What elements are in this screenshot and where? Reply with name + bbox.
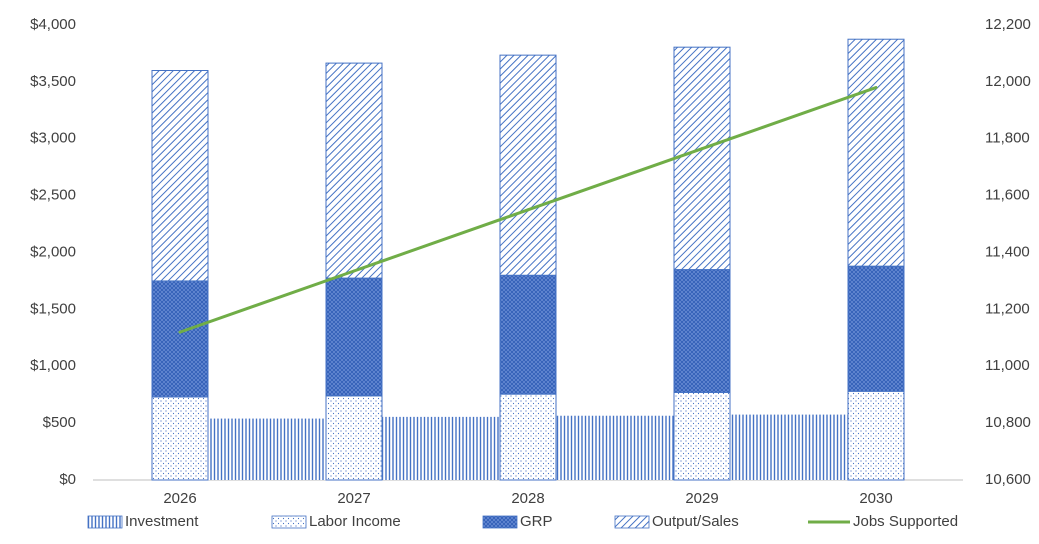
bar: [673, 391, 731, 481]
bar: [556, 415, 674, 480]
legend-label: Labor Income: [309, 513, 401, 530]
y2-tick-label: 12,000: [985, 73, 1031, 90]
y-tick-label: $2,000: [30, 243, 76, 260]
bar: [847, 38, 905, 267]
y-tick-label: $0: [59, 471, 76, 488]
y2-tick-label: 11,800: [985, 130, 1030, 147]
y-tick-label: $1,000: [30, 357, 76, 374]
bar: [847, 390, 905, 481]
bar: [325, 62, 383, 279]
line-segment: [178, 269, 356, 334]
bar: [673, 46, 731, 271]
x-tick-label: 2029: [685, 490, 718, 507]
legend-swatch: [482, 515, 518, 529]
line-segment: [700, 86, 878, 151]
y-tick-label: $3,500: [30, 73, 76, 90]
y-tick-label: $3,000: [30, 130, 76, 147]
legend-swatch: [87, 515, 123, 529]
legend-swatch: [271, 515, 307, 529]
bar: [499, 274, 557, 395]
legend-swatch: [614, 515, 650, 529]
bar: [499, 393, 557, 481]
x-tick-label: 2030: [859, 490, 892, 507]
x-tick-label: 2026: [163, 490, 196, 507]
y-tick-label: $500: [43, 414, 76, 431]
y2-tick-label: 11,200: [985, 300, 1030, 317]
bar: [151, 70, 209, 282]
bar: [151, 280, 209, 398]
y-tick-label: $4,000: [30, 16, 76, 33]
y2-tick-label: 11,000: [985, 357, 1030, 374]
line-segment: [526, 147, 704, 212]
legend-label: Jobs Supported: [853, 513, 958, 530]
y2-tick-label: 10,800: [985, 414, 1031, 431]
bar: [208, 418, 326, 480]
bar: [673, 269, 731, 393]
bar: [382, 416, 500, 480]
bar: [151, 396, 209, 481]
y-tick-label: $2,500: [30, 187, 76, 204]
legend-label: Output/Sales: [652, 513, 739, 530]
legend-label: GRP: [520, 513, 553, 530]
y-tick-label: $1,500: [30, 300, 76, 317]
bar: [847, 265, 905, 392]
y2-tick-label: 11,600: [985, 187, 1030, 204]
bar: [325, 395, 383, 481]
legend-label: Investment: [125, 513, 199, 530]
y2-tick-label: 12,200: [985, 16, 1031, 33]
bar: [730, 414, 848, 480]
x-tick-label: 2027: [337, 490, 370, 507]
y2-tick-label: 10,600: [985, 471, 1031, 488]
bar: [325, 277, 383, 397]
x-tick-label: 2028: [511, 490, 544, 507]
y2-tick-label: 11,400: [985, 243, 1030, 260]
bar: [499, 54, 557, 276]
line-segment: [352, 208, 530, 273]
